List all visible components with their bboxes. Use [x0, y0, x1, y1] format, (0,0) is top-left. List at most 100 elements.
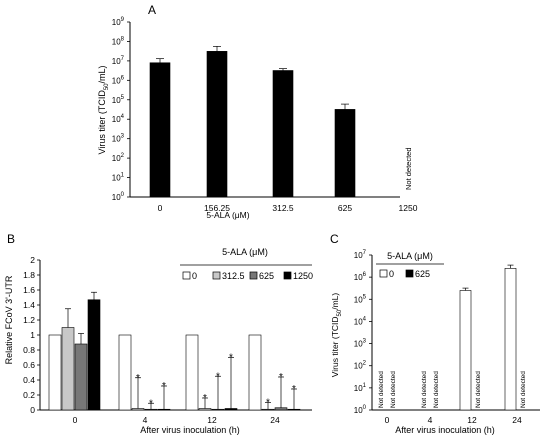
panel-c: C Virus titer (TCID50/mL) 100 101 102 103 10…: [330, 232, 540, 435]
panel-b-significance-marker: *: [229, 353, 233, 364]
panel-a-x-tick-label: 1250: [399, 203, 418, 213]
panel-a-y-tick-label-7: 107: [112, 56, 125, 66]
panel-b-bar: [224, 408, 238, 411]
panel-b-legend-label: 625: [259, 271, 274, 281]
panel-c-x-tick-label: 4: [428, 415, 433, 425]
panel-c-x-tick-label: 0: [385, 415, 390, 425]
panel-b-x-tick-label: 24: [270, 415, 280, 425]
panel-c-bar: [504, 268, 517, 411]
panel-c-bars: Not detected Not detected Not detected Not …: [378, 264, 527, 411]
panel-a-y-ticks: 100 101 102 103 104 105 106 107 108 109: [112, 17, 130, 202]
panel-b-bar: [61, 327, 75, 411]
panel-b-bar: [248, 334, 262, 411]
panel-b-y-axis-label: Relative FCoV 3'-UTR: [4, 275, 14, 364]
panel-a-y-tick-label-6: 106: [112, 75, 125, 85]
panel-c-y-tick-label-1: 101: [354, 383, 367, 393]
panel-b-bar: [261, 408, 275, 411]
panel-b-legend-label: 1250: [293, 271, 313, 281]
panel-b-bar: [144, 408, 158, 411]
panel-b-bar: [87, 299, 101, 411]
panel-b-x-axis-label: After virus inoculation (h): [140, 425, 240, 435]
panel-a-axes: [129, 22, 400, 198]
panel-b-significance-marker: *: [292, 384, 296, 395]
panel-b-y-tick-label: 1: [30, 330, 35, 340]
panel-b-legend-swatch: [283, 271, 292, 280]
panel-c-y-tick-label-6: 106: [354, 272, 367, 282]
panel-b-bars: * * * * * * * * *: [48, 291, 301, 411]
panel-label-c: C: [330, 232, 339, 246]
panel-a-not-detected-label: Not detected: [404, 147, 413, 190]
panel-a-y-tick-label-8: 108: [112, 36, 125, 46]
panel-b-bar: [131, 408, 145, 411]
panel-c-not-detected-label: Not detected: [390, 371, 397, 408]
panel-label-a: A: [148, 3, 156, 17]
panel-b-legend-label: 0: [192, 271, 197, 281]
panel-b-bar: [211, 408, 225, 411]
panel-b-x-ticks: 0 4 12 24: [73, 415, 280, 425]
panel-c-not-detected-label: Not detected: [520, 371, 527, 408]
panel-b-bar: [287, 408, 301, 411]
panel-b-y-tick-label: 0.6: [23, 360, 35, 370]
panel-c-x-tick-label: 24: [512, 415, 522, 425]
panel-b-significance-marker: *: [216, 371, 220, 382]
panel-b-y-tick-label: 1.6: [23, 285, 35, 295]
panel-a-y-axis-label: Virus titer (TCID50/mL): [97, 65, 110, 154]
panel-c-not-detected-label: Not detected: [475, 371, 482, 408]
panel-c-legend-swatch: [405, 269, 414, 278]
panel-b: B Relative FCoV 3'-UTR 0 0.2 0.4 0.6 0.8 1 1.2…: [4, 232, 313, 435]
panel-a: A Virus titer (TCID50/mL) 100 101 102 103 10…: [97, 3, 418, 220]
panel-a-bar: [334, 109, 356, 198]
panel-b-y-tick-label: 0.4: [23, 375, 35, 385]
panel-b-y-tick-label: 0: [30, 405, 35, 415]
panel-a-bars: Not detected: [149, 45, 413, 198]
panel-b-legend-swatch: [182, 271, 191, 280]
panel-a-y-tick-label-4: 104: [112, 114, 125, 124]
panel-c-x-axis-label: After virus inoculation (h): [395, 425, 495, 435]
panel-c-x-ticks: 0 4 12 24: [385, 415, 522, 425]
panel-b-bar: [274, 407, 288, 411]
panel-a-y-tick-label-3: 103: [112, 134, 125, 144]
panel-b-bar: [157, 408, 171, 411]
panel-c-legend-title: 5-ALA (μM): [387, 251, 433, 261]
panel-b-legend-swatch: [249, 271, 258, 280]
panel-b-y-tick-label: 1.4: [23, 300, 35, 310]
panel-c-y-tick-label-5: 105: [354, 294, 367, 304]
panel-b-x-tick-label: 12: [207, 415, 217, 425]
panel-c-legend-swatch: [379, 269, 388, 278]
panel-b-legend-label: 312.5: [222, 271, 245, 281]
panel-c-y-tick-label-7: 107: [354, 250, 367, 260]
panel-c-y-ticks: 100 101 102 103 104 105 106 107: [354, 250, 372, 415]
panel-b-legend-title: 5-ALA (μM): [222, 247, 268, 257]
panel-c-y-tick-label-0: 100: [354, 405, 367, 415]
panel-b-significance-marker: *: [136, 373, 140, 384]
panel-b-significance-marker: *: [279, 372, 283, 383]
panel-b-y-tick-label: 2: [30, 255, 35, 265]
panel-c-not-detected-label: Not detected: [421, 371, 428, 408]
panel-b-y-tick-label: 0.2: [23, 390, 35, 400]
panel-b-bar: [185, 334, 199, 411]
panel-c-y-tick-label-2: 102: [354, 361, 367, 371]
panel-c-legend: 5-ALA (μM) 0 625: [376, 251, 444, 279]
panel-a-x-tick-label: 312.5: [272, 203, 294, 213]
panel-b-y-tick-label: 1.2: [23, 315, 35, 325]
panel-label-b: B: [7, 232, 15, 246]
panel-b-x-tick-label: 4: [143, 415, 148, 425]
panel-b-significance-marker: *: [203, 393, 207, 404]
panel-b-bar: [198, 408, 212, 411]
panel-a-y-tick-label-2: 102: [112, 153, 125, 163]
panel-c-legend-label: 625: [415, 269, 430, 279]
panel-b-bar: [118, 334, 132, 411]
panel-b-significance-marker: *: [162, 381, 166, 392]
panel-b-legend: 5-ALA (μM) 0 312.5 625 1250: [180, 247, 313, 281]
panel-a-x-tick-label: 156.25: [204, 203, 230, 213]
panel-b-bar: [74, 343, 88, 411]
panel-a-y-tick-label-0: 100: [112, 192, 125, 202]
panel-c-not-detected-label: Not detected: [378, 371, 385, 408]
panel-a-bar: [206, 51, 228, 198]
svg-text:Virus titer (TCID50/mL): Virus titer (TCID50/mL): [330, 293, 343, 378]
panel-c-y-tick-label-3: 103: [354, 339, 367, 349]
panel-a-y-tick-label-1: 101: [112, 173, 125, 183]
panel-a-y-tick-label-5: 105: [112, 95, 125, 105]
panel-c-y-axis-label: Virus titer (TCID50/mL): [330, 293, 343, 378]
